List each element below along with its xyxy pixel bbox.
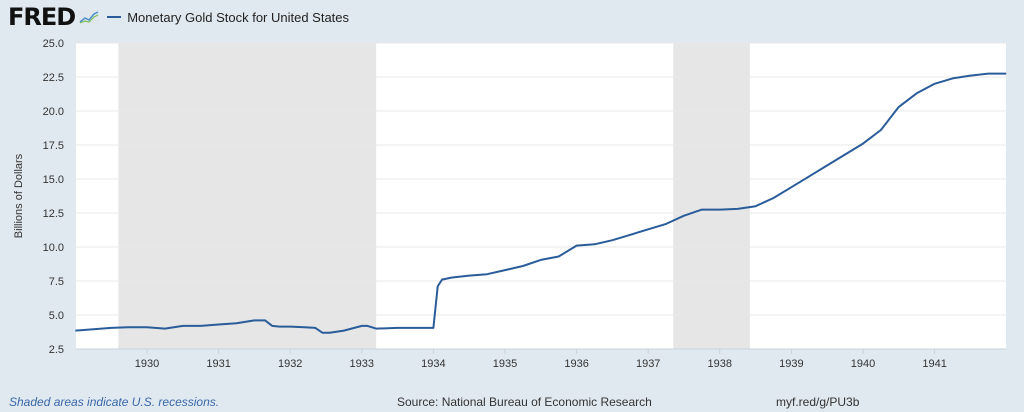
y-tick-label: 10.0 [43,242,64,254]
y-tick-label: 7.5 [49,276,64,288]
x-tick-label: 1930 [135,358,159,370]
x-tick-label: 1936 [564,358,588,370]
x-tick-label: 1934 [421,358,445,370]
y-tick-label: 20.0 [43,106,64,118]
y-tick-label: 12.5 [43,208,64,220]
y-tick-label: 5.0 [49,310,64,322]
y-tick-label: 25.0 [43,38,64,50]
x-tick-label: 1932 [278,358,302,370]
x-tick-label: 1939 [779,358,803,370]
x-tick-label: 1933 [350,358,374,370]
y-tick-label: 17.5 [43,140,64,152]
y-tick-label: 2.5 [49,344,64,356]
legend-line-swatch [107,16,122,18]
y-tick-label: 15.0 [43,174,64,186]
recession-shade [673,43,750,349]
recession-shade [118,43,377,349]
x-tick-label: 1938 [708,358,732,370]
short-link[interactable]: myf.red/g/PU3b [776,395,860,409]
data-line [75,72,1007,334]
trend-chart-icon [79,10,100,24]
y-tick-label: 22.5 [43,72,64,84]
x-tick-label: 1940 [851,358,875,370]
fred-logo[interactable]: FRED [8,3,76,31]
source-text: Source: National Bureau of Economic Rese… [397,395,652,409]
x-tick-label: 1931 [206,358,230,370]
line-chart: 2.5 5.0 7.5 10.0 12.5 15.0 17.5 20.0 22.5 25.0 193… [13,38,1007,370]
y-axis-label: Billions of Dollars [13,153,25,238]
chart-header: FRED Monetary Gold Stock for United Stat… [8,3,350,31]
legend-label[interactable]: Monetary Gold Stock for United States [127,9,350,25]
recession-note: Shaded areas indicate U.S. recessions. [9,395,220,409]
x-tick-label: 1941 [922,358,946,370]
x-tick-label: 1937 [636,358,660,370]
x-tick-label: 1935 [493,358,517,370]
